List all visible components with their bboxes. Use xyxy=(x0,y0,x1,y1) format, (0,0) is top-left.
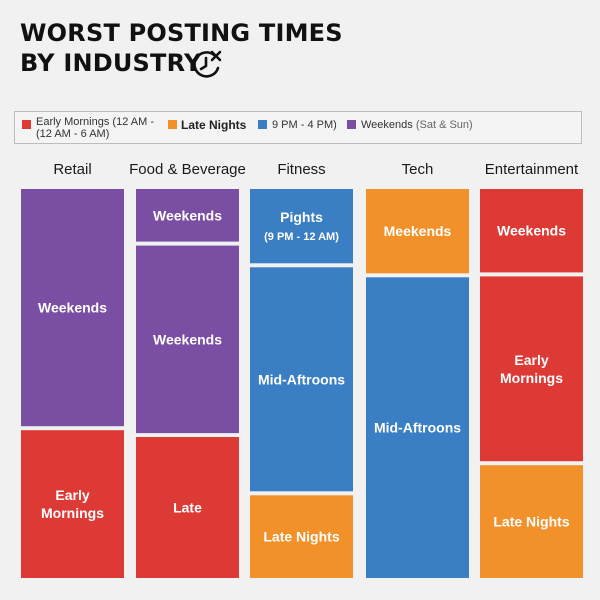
legend-swatch-red xyxy=(22,120,31,129)
segment-food-beverage-1 xyxy=(136,189,239,242)
segment-label-fitness-2: Mid-Aftroons xyxy=(258,371,345,387)
segment-fitness-3 xyxy=(250,495,353,578)
segment-label-food-beverage-2: Weekends xyxy=(153,331,222,347)
segment-entertainment-1 xyxy=(480,189,583,273)
legend-swatch-purple xyxy=(347,120,356,129)
chart-title: WORST POSTING TIMES BY INDUSTRY xyxy=(20,18,343,78)
segment-label-entertainment-3: Late Nights xyxy=(493,514,569,530)
column-header-fitness: Fitness xyxy=(277,161,326,178)
legend-swatch-orange xyxy=(168,120,177,129)
clock-x-icon xyxy=(193,50,222,78)
legend-label-early-mornings-line-2: (12 AM - 6 AM) xyxy=(36,128,110,140)
segment-label-entertainment-2: Early Mornings xyxy=(500,352,563,386)
segment-label-food-beverage-1: Weekends xyxy=(153,207,222,223)
column-header-entertainment: Entertainment xyxy=(484,161,579,178)
segment-fitness-2 xyxy=(250,267,353,492)
legend-label-early-mornings-line-1: Early Mornings (12 AM - xyxy=(36,116,154,128)
column-header-food-beverage: Food & Beverage xyxy=(129,161,246,178)
legend-label-weekends-days: (Sat & Sun) xyxy=(415,119,473,131)
segment-fitness-1 xyxy=(250,189,353,264)
legend-swatch-blue xyxy=(258,120,267,129)
chart-title-line-2: BY INDUSTRY xyxy=(20,49,202,77)
segment-food-beverage-2 xyxy=(136,245,239,434)
segment-label-tech-2: Mid-Aftroons xyxy=(374,420,461,436)
column-header-tech: Tech xyxy=(401,161,434,178)
chart-title-line-1: WORST POSTING TIMES xyxy=(20,19,343,47)
segment-entertainment-2 xyxy=(480,276,583,462)
segment-entertainment-3 xyxy=(480,465,583,578)
segment-retail-1 xyxy=(21,189,124,427)
segment-label-food-beverage-3: Late xyxy=(173,500,202,516)
legend-label-daytime: 9 PM - 4 PM) xyxy=(272,119,337,131)
segment-label-tech-1: Meekends xyxy=(384,223,452,239)
legend-label-weekends: Weekends xyxy=(361,119,413,131)
segment-food-beverage-3 xyxy=(136,437,239,578)
column-header-retail: Retail xyxy=(53,161,92,178)
legend-label-late-nights: Late Nights xyxy=(181,118,247,132)
segment-label-fitness-1: Pights (9 PM - 12 AM) xyxy=(264,209,339,243)
legend: Early Mornings (12 AM - (12 AM - 6 AM) L… xyxy=(14,111,582,144)
segment-label-fitness-3: Late Nights xyxy=(263,529,339,545)
segment-label-entertainment-1: Weekends xyxy=(497,223,566,239)
segment-label-retail-1: Weekends xyxy=(38,300,107,316)
segment-tech-1 xyxy=(366,189,469,274)
segment-label-retail-2: Early Mornings xyxy=(41,487,104,521)
segment-retail-2 xyxy=(21,430,124,578)
segment-tech-2 xyxy=(366,277,469,578)
